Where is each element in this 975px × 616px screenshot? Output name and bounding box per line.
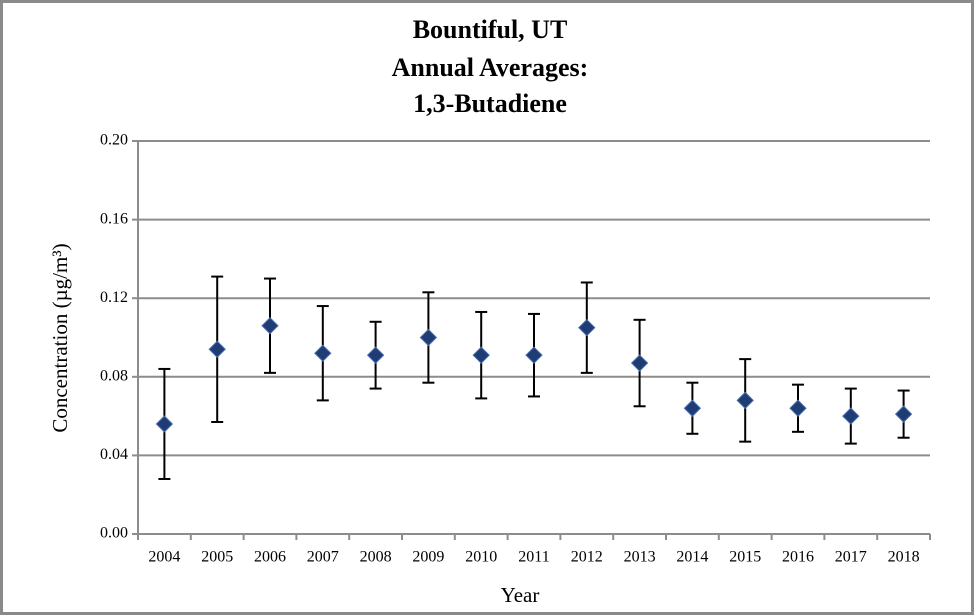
x-tick-label: 2014 xyxy=(676,549,708,566)
x-tick-label: 2013 xyxy=(624,549,656,566)
y-axis-title: Concentration (µg/m³) xyxy=(48,243,72,432)
x-tick-label: 2015 xyxy=(729,549,761,566)
x-tick-label: 2009 xyxy=(412,549,444,566)
y-tick-label: 0.20 xyxy=(100,132,128,149)
marker xyxy=(630,354,649,372)
marker xyxy=(419,328,438,347)
marker xyxy=(261,317,279,335)
y-tick-label: 0.16 xyxy=(100,210,128,227)
x-tick-label: 2006 xyxy=(254,549,286,566)
x-tick-label: 2011 xyxy=(518,549,549,566)
x-axis-title: Year xyxy=(501,583,540,607)
marker xyxy=(842,407,860,425)
y-tick-label: 0.08 xyxy=(100,367,128,384)
marker xyxy=(736,391,754,410)
chart-title: 1,3-Butadiene xyxy=(413,89,567,118)
x-tick-label: 2005 xyxy=(201,549,233,566)
marker xyxy=(789,399,807,417)
marker xyxy=(208,340,226,358)
marker xyxy=(894,405,913,423)
chart-title: Annual Averages: xyxy=(392,53,589,82)
x-tick-label: 2007 xyxy=(307,549,339,566)
chart-title: Bountiful, UT xyxy=(413,15,568,44)
marker xyxy=(472,346,490,364)
marker xyxy=(683,399,702,417)
x-tick-label: 2016 xyxy=(782,549,814,566)
x-tick-label: 2010 xyxy=(465,549,497,566)
x-tick-label: 2018 xyxy=(888,549,920,566)
x-tick-label: 2012 xyxy=(571,549,603,566)
x-tick-label: 2017 xyxy=(835,549,867,566)
x-tick-label: 2008 xyxy=(360,549,392,566)
y-tick-label: 0.12 xyxy=(100,289,128,306)
y-tick-label: 0.00 xyxy=(100,525,128,542)
marker xyxy=(366,346,385,364)
x-tick-label: 2004 xyxy=(148,549,180,566)
y-tick-label: 0.04 xyxy=(100,446,128,463)
marker xyxy=(314,344,332,362)
marker xyxy=(525,346,543,364)
marker xyxy=(578,318,596,337)
marker xyxy=(155,415,174,433)
